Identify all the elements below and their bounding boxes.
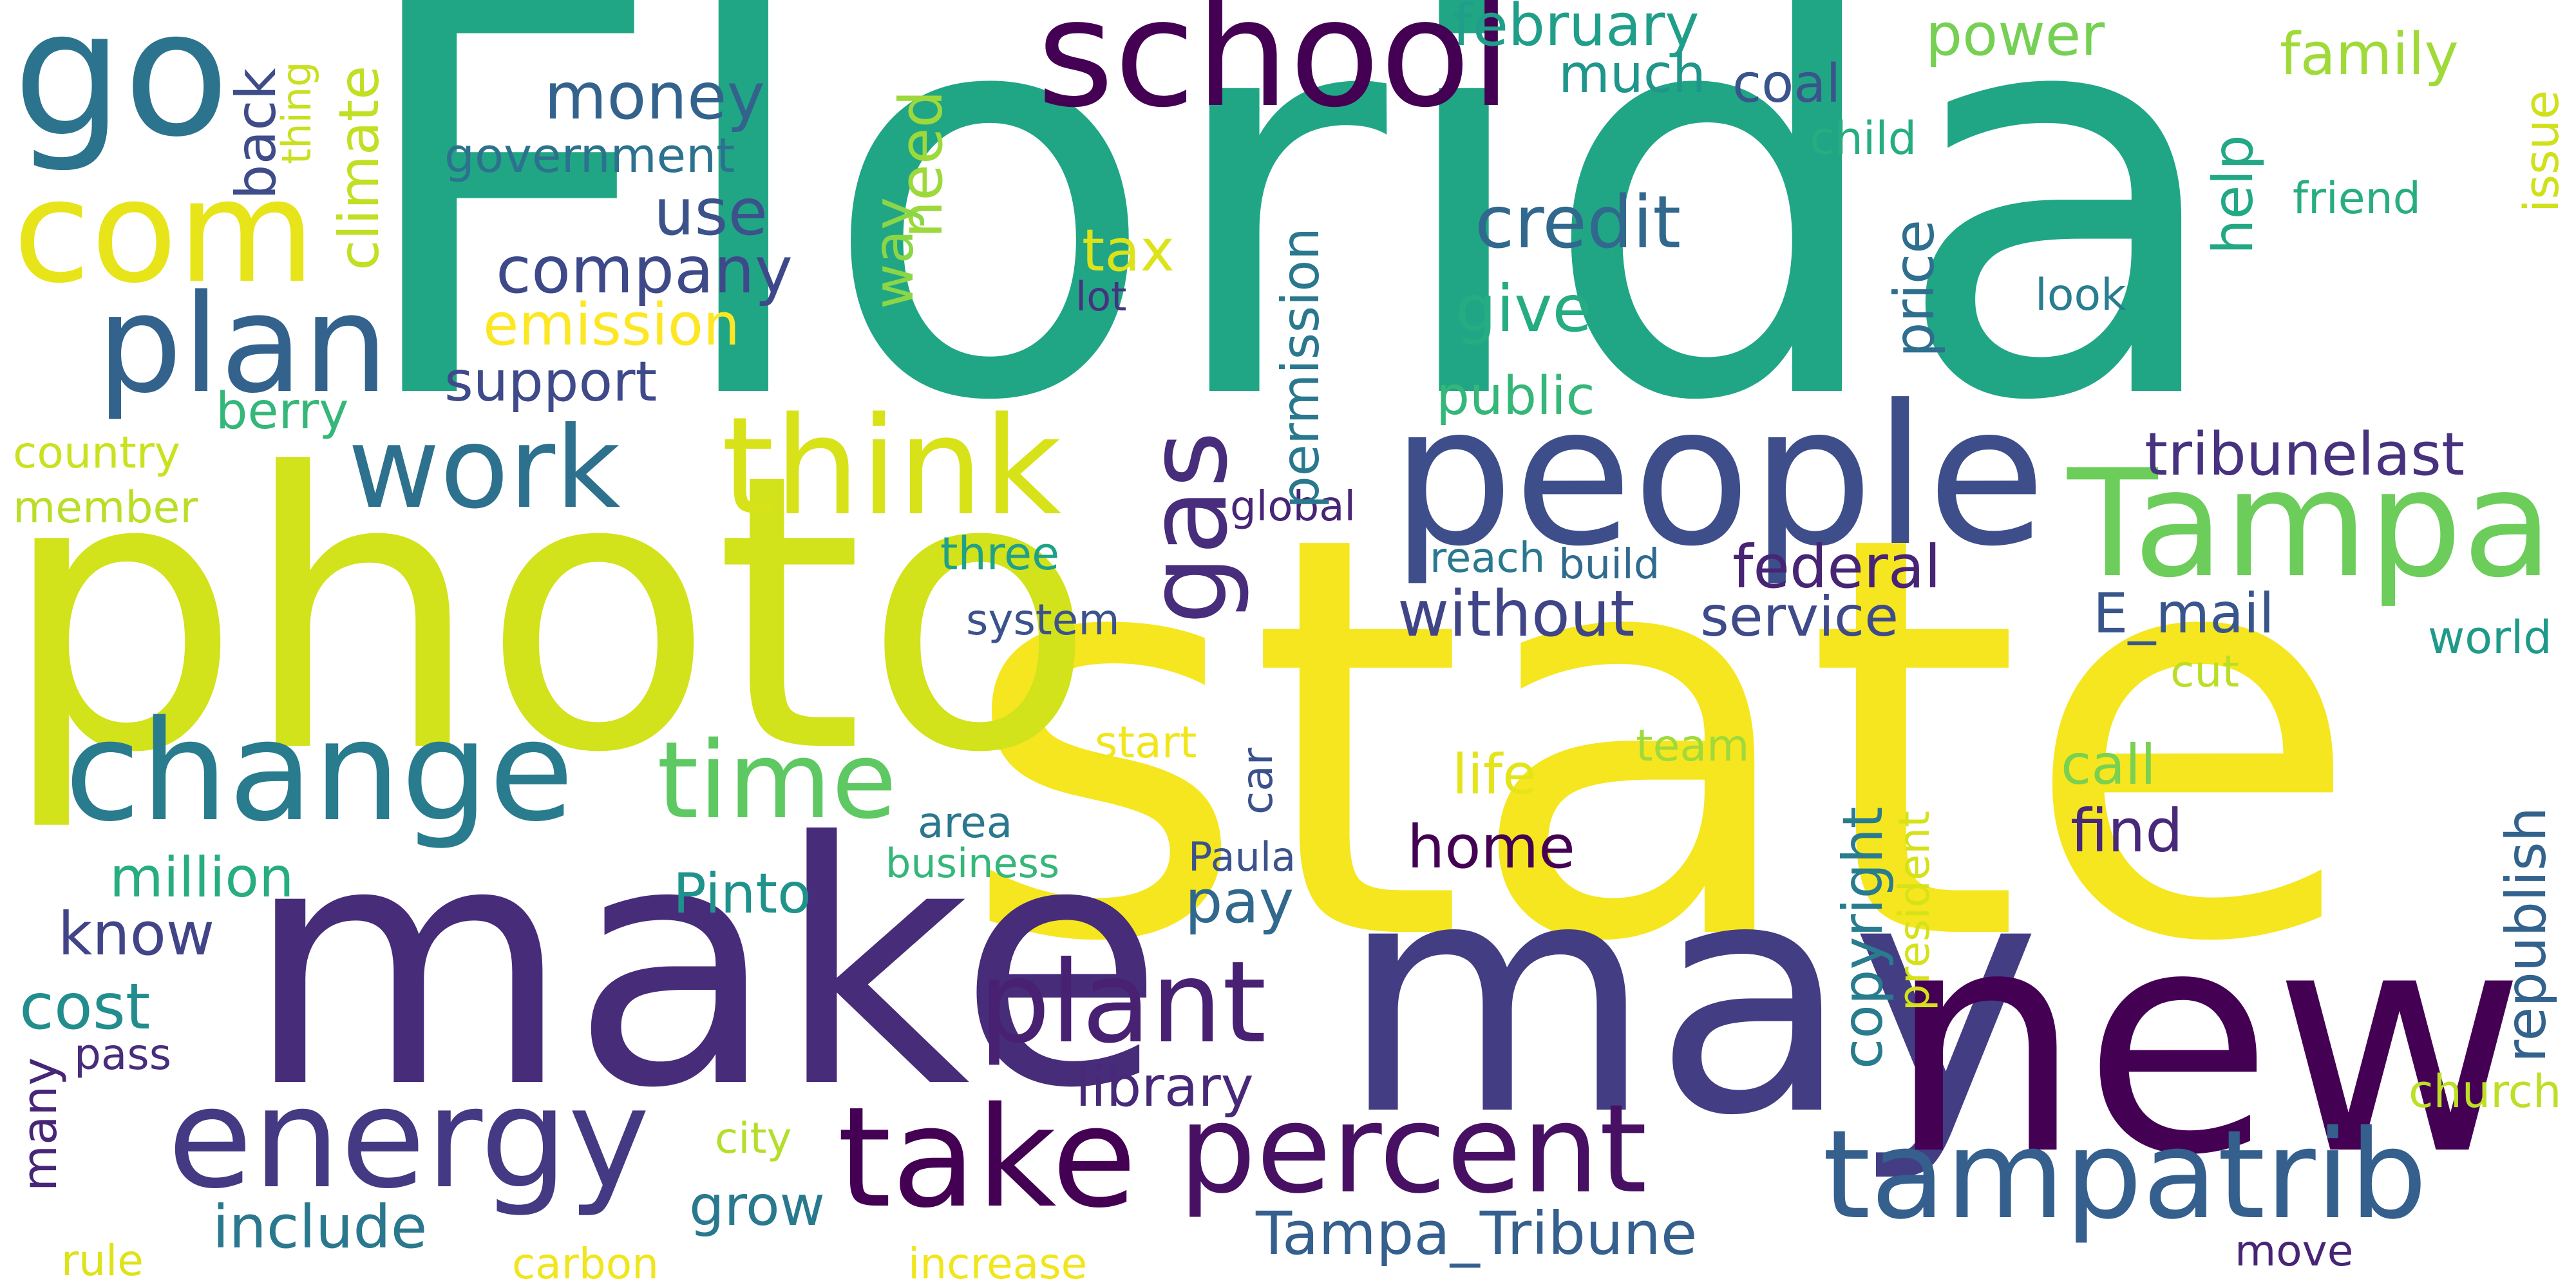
word-february: february [1452,0,1700,59]
word-people: people [1391,364,2046,589]
word-cost: cost [19,971,151,1044]
word-build: build [1558,541,1660,589]
word-friend: friend [2293,173,2421,224]
word-world: world [2428,611,2552,664]
word-money: money [544,59,765,134]
word-three: three [940,527,1060,580]
word-church: church [2409,1065,2562,1118]
word-florida: Florida [348,0,2232,522]
word-cut: cut [2170,647,2240,697]
word-country: country [13,428,181,478]
word-new: new [1887,863,2526,1223]
word-thing: thing [273,61,320,164]
word-team: team [1636,721,1750,772]
word-permission: permission [1271,227,1331,509]
word-call: call [2061,733,2156,797]
word-use: use [654,175,768,250]
word-time: time [657,719,897,842]
word-family: family [2280,21,2459,88]
word-go: go [13,0,230,175]
word-photo: photo [0,393,1096,836]
word-gas: gas [1124,431,1252,625]
word-coal: coal [1732,53,1841,115]
word-think: think [721,388,1062,545]
word-start: start [1095,717,1197,768]
word-company: company [496,232,793,308]
word-move: move [2235,1226,2354,1276]
word-include: include [213,1193,428,1262]
word-paula: Paula [1188,833,1296,880]
word-increase: increase [908,1239,1088,1288]
word-city: city [715,1113,792,1163]
word-pay: pay [1185,867,1294,936]
word-much: much [1558,44,1706,105]
word-tampatrib: tampatrib [1823,1104,2428,1246]
word-public: public [1436,366,1595,427]
word-com: com [13,149,316,314]
word-credit: credit [1475,181,1681,265]
word-price: price [1882,219,1947,357]
word-plan: plan [97,265,389,423]
word-way: way [862,197,926,309]
word-issue: issue [2514,90,2570,213]
word-emission: emission [483,291,740,359]
word-change: change [64,690,574,852]
word-area: area [918,798,1013,848]
word-library: library [1075,1055,1254,1119]
word-business: business [886,840,1060,887]
word-system: system [966,595,1120,645]
word-carbon: carbon [512,1239,659,1288]
word-make: make [245,771,1164,1161]
word-berry: berry [216,383,349,440]
word-may: may [1340,811,2041,1186]
word-give: give [1455,271,1592,346]
word-life: life [1452,743,1537,807]
word-global: global [1230,483,1356,531]
word-many: many [12,1057,68,1191]
word-million: million [109,846,294,910]
word-tampa: Tampa [2067,439,2553,611]
word-look: look [2035,270,2126,321]
word-energy: energy [167,1057,650,1219]
word-plant: plant [979,938,1267,1068]
word-car: car [1233,748,1282,815]
word-rule: rule [61,1236,144,1285]
word-know: know [58,900,215,969]
word-percent: percent [1179,1078,1647,1220]
word-tax: tax [1082,217,1175,285]
word-work: work [348,403,621,534]
word-member: member [13,482,198,533]
word-power: power [1926,1,2105,69]
word-climate: climate [327,65,392,270]
word-copyright: copyright [1831,806,1895,1069]
word-without: without [1397,578,1635,651]
word-child: child [1810,112,1917,165]
word-government: government [444,128,735,184]
word-take: take [837,1077,1137,1238]
word-lot: lot [1075,273,1127,320]
word-grow: grow [689,1174,826,1238]
word-tampa-tribune: Tampa_Tribune [1256,1199,1698,1268]
word-pass: pass [74,1030,172,1079]
word-help: help [2201,135,2266,254]
word-state: state [960,418,2363,1063]
word-tribunelast: tribunelast [2145,420,2465,489]
word-service: service [1700,585,1899,649]
word-reach: reach [1430,535,1546,582]
word-president: president [1889,810,1939,1011]
word-federal: federal [1732,533,1941,601]
word-pinto: Pinto [673,862,811,926]
word-support: support [444,350,658,414]
word-email: E_mail [2093,582,2275,646]
word-republish: republish [2494,806,2559,1063]
word-home: home [1407,813,1575,882]
word-find: find [2070,797,2183,866]
word-school: school [1037,0,1512,140]
